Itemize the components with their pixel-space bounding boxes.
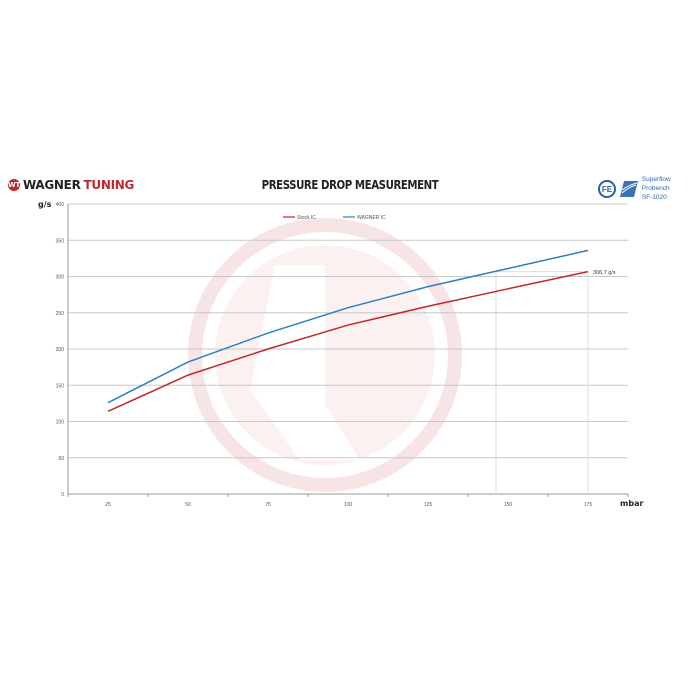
svg-text:FE: FE bbox=[602, 185, 613, 194]
legend-label: Stock IC bbox=[297, 215, 316, 221]
watermark bbox=[188, 218, 462, 492]
superflow-icon: FE bbox=[598, 179, 638, 198]
x-tick-label: 25 bbox=[105, 502, 111, 508]
bench-model: SF-1020 bbox=[641, 194, 667, 201]
y-tick-label: 350 bbox=[56, 238, 65, 244]
bench-name: Superflow Probench bbox=[641, 176, 671, 192]
x-tick-label: 75 bbox=[265, 502, 271, 508]
x-tick-label: 175 bbox=[584, 502, 593, 508]
y-axis-label: g/s bbox=[38, 200, 52, 209]
brand-tuning: TUNING bbox=[83, 178, 135, 192]
y-tick-label: 200 bbox=[56, 347, 65, 353]
y-tick-label: 150 bbox=[56, 383, 65, 389]
series-line-1 bbox=[107, 249, 589, 404]
x-tick-label: 150 bbox=[504, 502, 513, 508]
x-tick-label: 100 bbox=[344, 502, 353, 508]
superflow-logo: FE Superflow Probench SF-1020 bbox=[598, 175, 700, 202]
y-tick-label: 50 bbox=[58, 456, 64, 462]
y-tick-label: 400 bbox=[56, 202, 65, 208]
wagner-tuning-logo: WT WAGNER TUNING bbox=[8, 178, 134, 192]
series-line-0 bbox=[107, 270, 589, 413]
x-tick-label: 50 bbox=[185, 502, 191, 508]
legend-label: WAGNER IC bbox=[357, 215, 386, 221]
x-axis-label: mbar bbox=[620, 499, 643, 508]
x-tick-label: 125 bbox=[424, 502, 433, 508]
y-tick-label: 0 bbox=[61, 492, 64, 498]
brand-wagner: WAGNER bbox=[23, 178, 81, 192]
y-tick-label: 250 bbox=[56, 311, 65, 317]
y-tick-label: 100 bbox=[56, 420, 65, 426]
chart-title: PRESSURE DROP MEASUREMENT bbox=[261, 178, 439, 192]
end-value-annotation: 306,7 g/s bbox=[593, 270, 616, 276]
y-tick-label: 300 bbox=[56, 275, 65, 281]
wt-logo-icon: WT bbox=[8, 179, 20, 191]
